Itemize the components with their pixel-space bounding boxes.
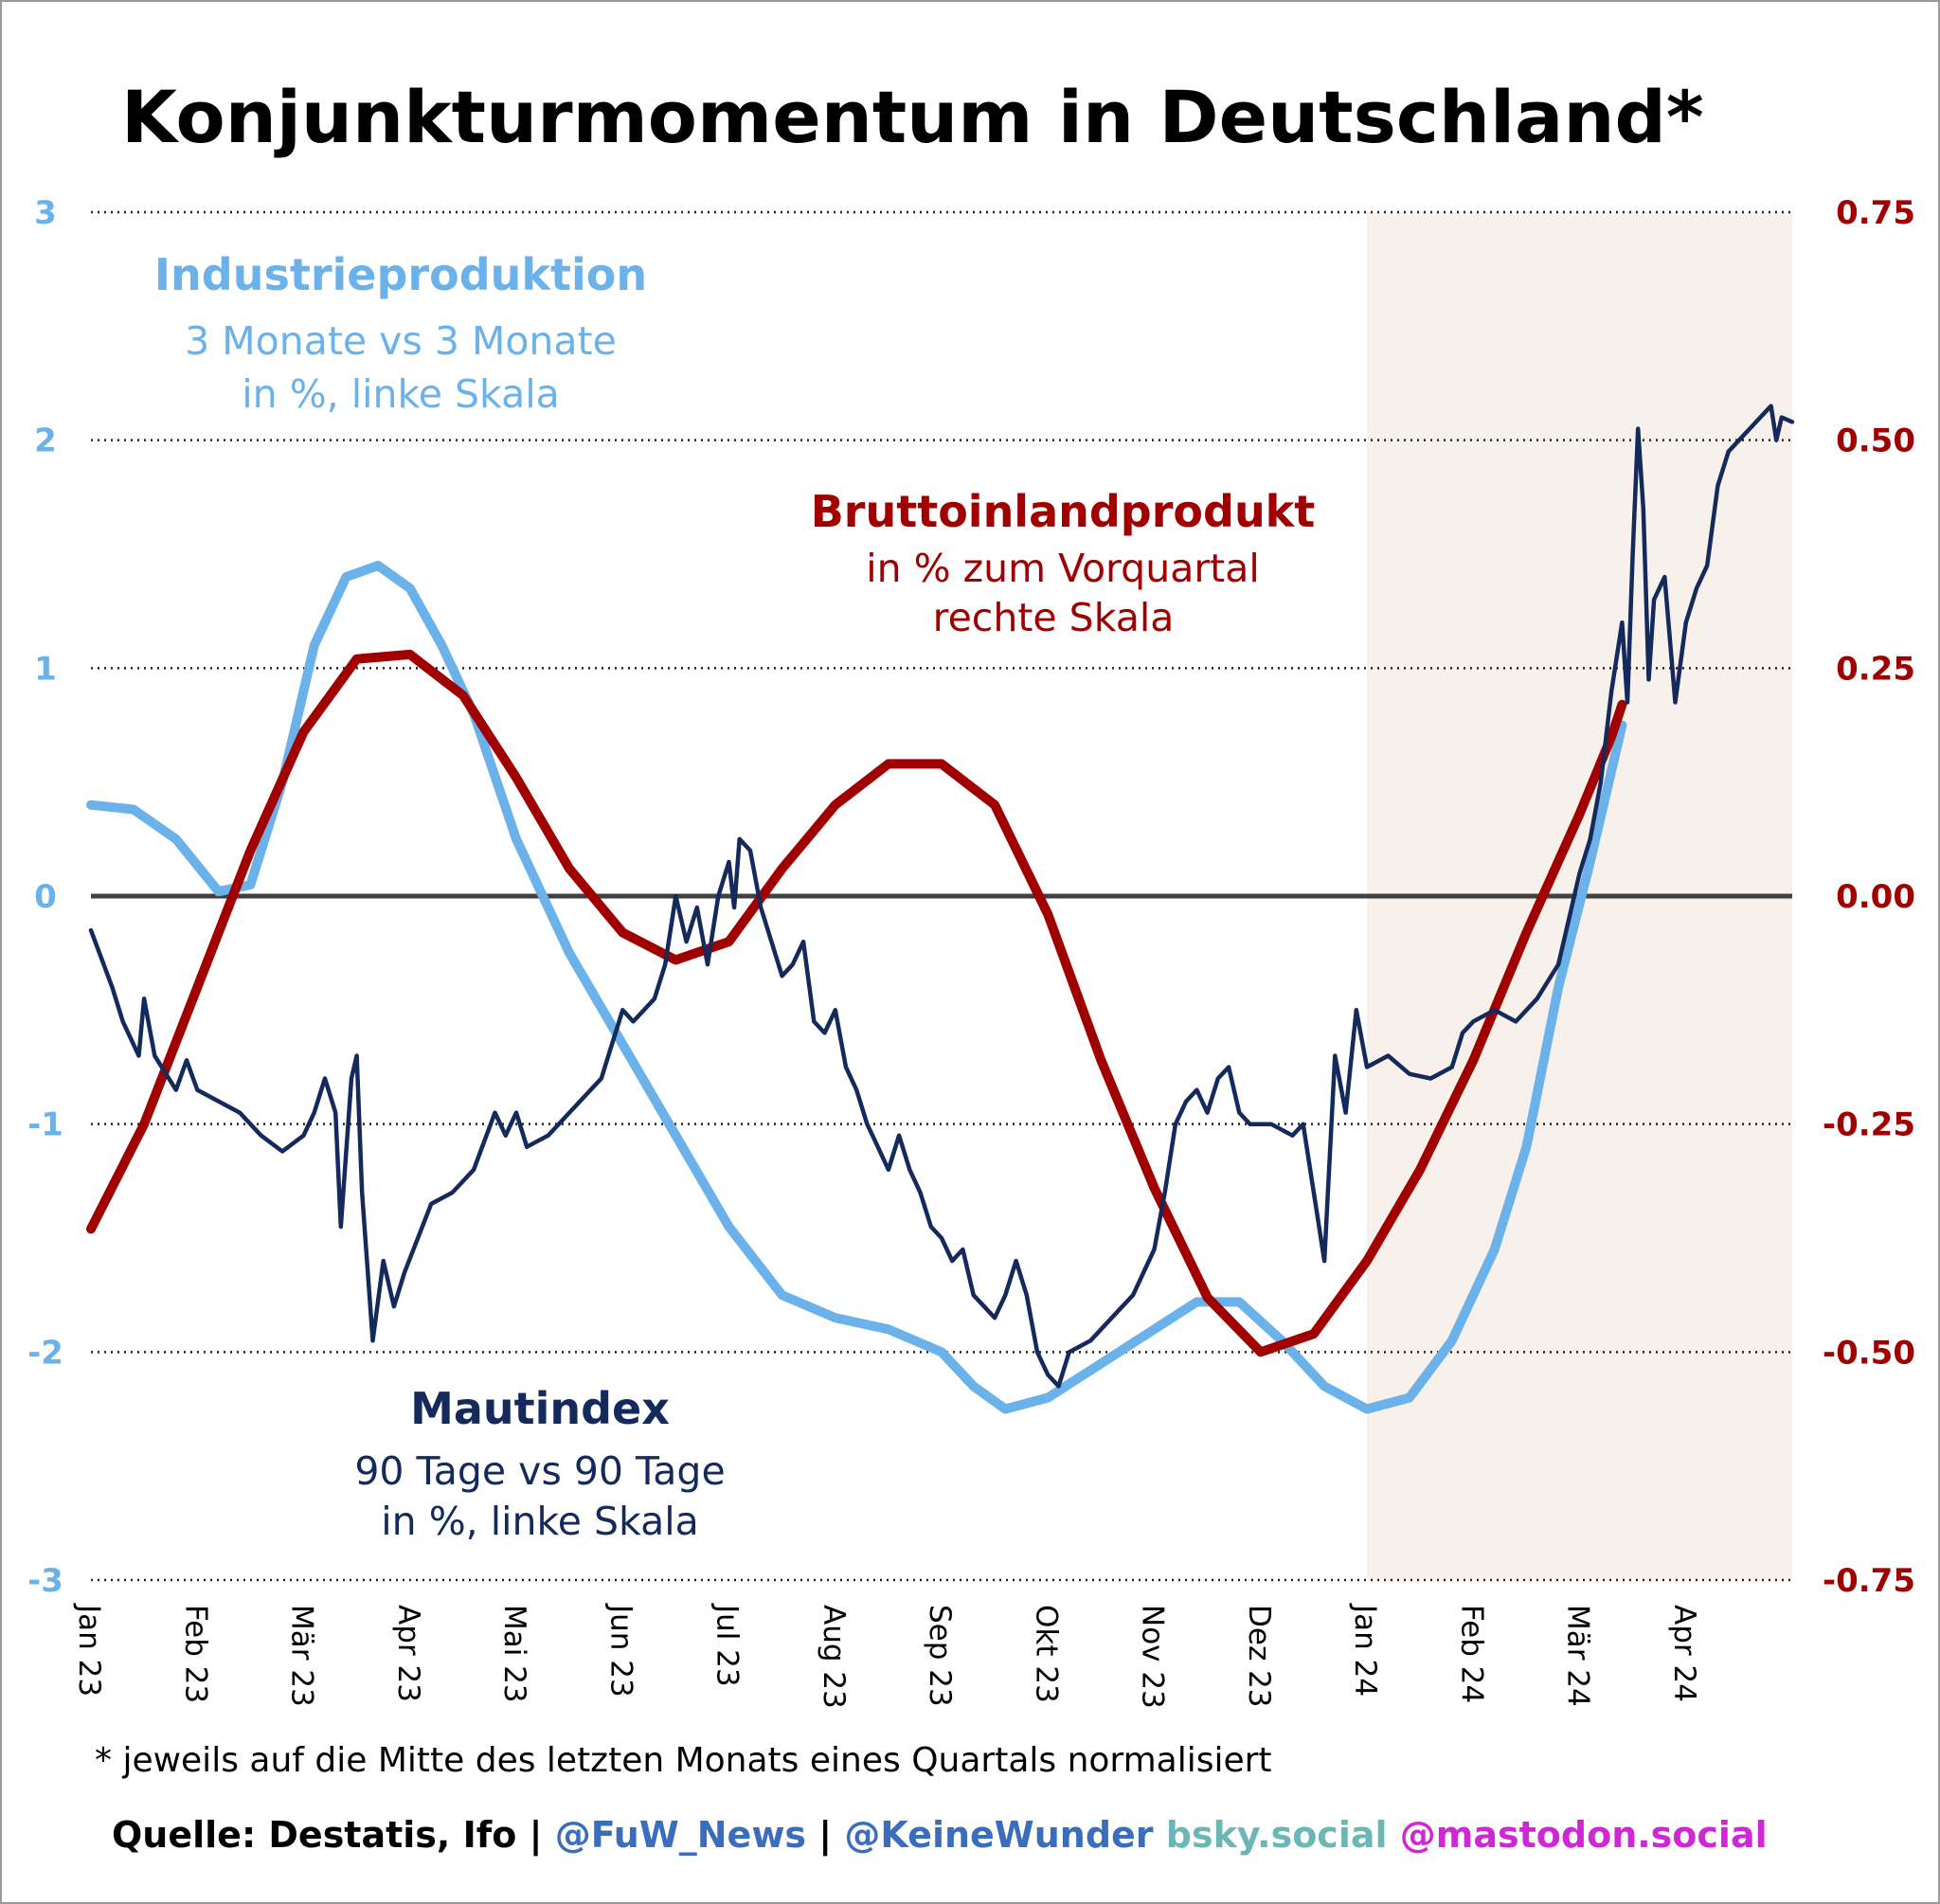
industrie-label-line1: 3 Monate vs 3 Monate (185, 318, 617, 364)
x-tick-label: Feb 23 (178, 1605, 212, 1703)
x-tick-label: Sep 23 (923, 1605, 957, 1707)
series-line-mautindex (88, 404, 1795, 1389)
right-tick-label: 0.75 (1836, 194, 1915, 232)
series-group (86, 404, 1795, 1414)
source-line: Quelle: Destatis, Ifo | @FuW_News | @Kei… (112, 1814, 1768, 1856)
bip-label-line1: in % zum Vorquartal (866, 546, 1260, 591)
x-tick-label: Nov 23 (1136, 1605, 1170, 1709)
chart-title: Konjunkturmomentum in Deutschland* (121, 75, 1704, 159)
maut-label-title: Mautindex (410, 1383, 670, 1434)
mastodon-domain[interactable]: @mastodon.social (1387, 1814, 1768, 1856)
footnote: * jeweils auf die Mitte des letzten Mona… (95, 1741, 1272, 1780)
left-tick-label: 0 (34, 878, 57, 916)
x-tick-label: Jan 24 (1348, 1603, 1382, 1697)
x-tick-label: Mär 23 (285, 1605, 319, 1707)
x-tick-label: Dez 23 (1242, 1605, 1276, 1708)
source-text: Quelle: Destatis, Ifo | (112, 1814, 555, 1856)
x-tick-label: Jan 23 (72, 1603, 106, 1697)
right-tick-label: 0.25 (1836, 650, 1915, 688)
left-tick-label: 2 (34, 422, 57, 460)
x-tick-label: Jul 23 (710, 1603, 745, 1687)
source-separator: | (806, 1814, 845, 1856)
left-tick-label: 1 (34, 650, 57, 688)
x-tick-label: Okt 23 (1029, 1605, 1063, 1703)
maut-label-line1: 90 Tage vs 90 Tage (354, 1448, 725, 1494)
right-tick-label: 0.00 (1836, 878, 1915, 916)
right-tick-label: -0.50 (1823, 1334, 1915, 1372)
bip-label-line2: rechte Skala (933, 595, 1175, 640)
x-tick-label: Jun 23 (603, 1603, 638, 1697)
x-tick-label: Feb 24 (1454, 1605, 1488, 1703)
right-tick-label: -0.75 (1823, 1562, 1915, 1600)
fuw-news-handle[interactable]: @FuW_News (554, 1814, 807, 1856)
series-line-bruttoinlandprodukt (86, 649, 1627, 1357)
right-axis-ticks: 0.75 0.50 0.25 0.00 -0.25 -0.50 -0.75 (1823, 194, 1915, 1600)
bip-label-title: Bruttoinlandprodukt (811, 486, 1316, 537)
right-tick-label: 0.50 (1836, 422, 1915, 460)
maut-label-line2: in %, linke Skala (381, 1499, 698, 1544)
left-tick-label: -1 (27, 1106, 63, 1144)
x-tick-label: Aug 23 (817, 1605, 851, 1709)
left-axis-ticks: 3 2 1 0 -1 -2 -3 (27, 194, 63, 1600)
series-line-industrieproduktion (86, 561, 1627, 1414)
industrie-label-line2: in %, linke Skala (242, 371, 559, 417)
x-tick-label: Apr 23 (391, 1605, 425, 1702)
x-tick-label: Mär 24 (1561, 1605, 1595, 1707)
right-tick-label: -0.25 (1823, 1106, 1915, 1144)
bsky-domain[interactable]: bsky.social (1153, 1814, 1388, 1856)
left-tick-label: 3 (34, 194, 57, 232)
left-tick-label: -3 (27, 1562, 63, 1600)
x-axis-ticks: Jan 23 Feb 23 Mär 23 Apr 23 Mai 23 Jun 23 Jul … (72, 1603, 1701, 1709)
keinewunder-handle[interactable]: @KeineWunder (844, 1814, 1154, 1856)
industrie-label-title: Industrieproduktion (154, 249, 647, 300)
x-tick-label: Mai 23 (497, 1605, 531, 1703)
left-tick-label: -2 (27, 1334, 63, 1372)
x-tick-label: Apr 24 (1667, 1605, 1701, 1702)
